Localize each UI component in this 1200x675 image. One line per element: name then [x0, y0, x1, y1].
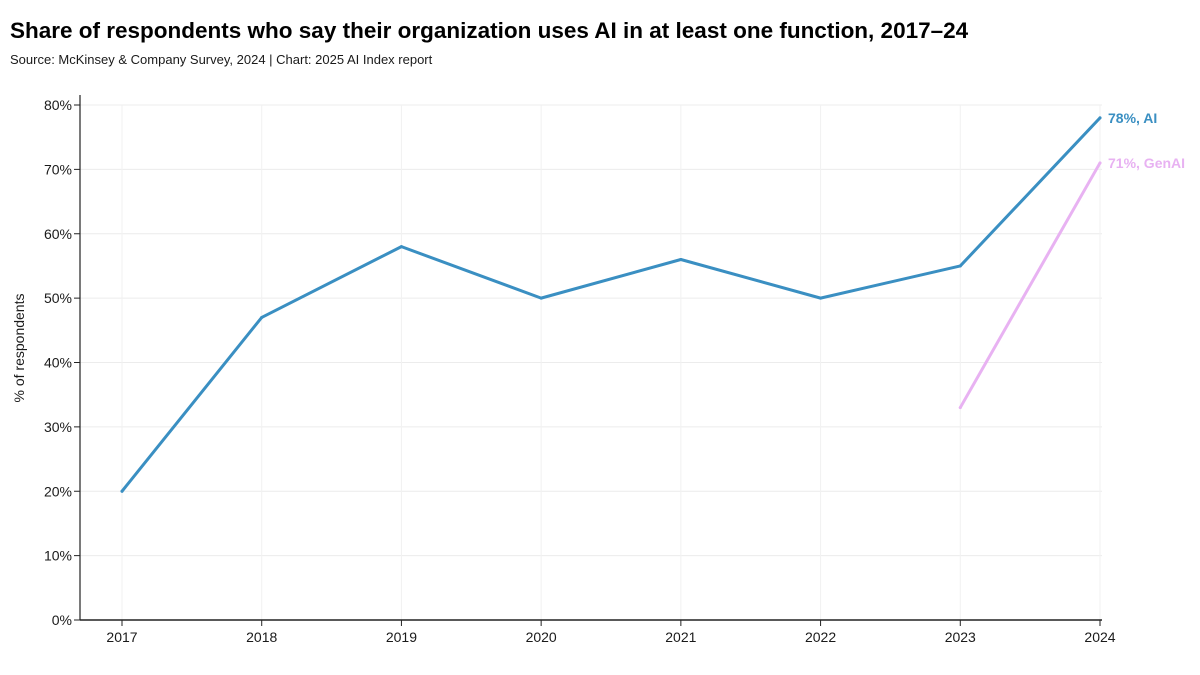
data-point-ai	[399, 245, 403, 249]
x-axis-ticks: 2017 2018 2019 2020 2021 2022 2023 2024	[106, 620, 1116, 645]
end-label-genai: 71%, GenAI	[1108, 155, 1185, 171]
gridlines	[80, 104, 1102, 620]
x-tick-label: 2024	[1084, 629, 1115, 645]
series-line-ai	[120, 116, 1102, 493]
y-tick-label: 20%	[44, 483, 72, 499]
y-tick-label: 30%	[44, 419, 72, 435]
y-tick-label: 70%	[44, 161, 72, 177]
data-point-ai	[819, 296, 823, 300]
series-line-genai	[958, 161, 1102, 410]
y-tick-label: 80%	[44, 97, 72, 113]
data-point-ai	[539, 296, 543, 300]
y-tick-label: 60%	[44, 226, 72, 242]
axes	[79, 95, 1102, 621]
data-point-genai	[1098, 161, 1102, 165]
data-point-ai	[679, 258, 683, 261]
y-tick-label: 50%	[44, 290, 72, 306]
y-axis-label: % of respondents	[11, 294, 27, 403]
data-point-genai	[958, 406, 962, 410]
y-tick-label: 0%	[52, 612, 72, 628]
x-tick-label: 2019	[386, 629, 417, 645]
x-tick-label: 2022	[805, 629, 836, 645]
y-tick-label: 40%	[44, 355, 72, 371]
x-tick-label: 2021	[665, 629, 696, 645]
x-tick-label: 2023	[945, 629, 976, 645]
x-tick-label: 2018	[246, 629, 277, 645]
y-axis-ticks: 0% 10% 20% 30% 40% 50% 60% 70% 80%	[44, 97, 80, 628]
x-tick-label: 2017	[106, 629, 137, 645]
y-tick-label: 10%	[44, 548, 72, 564]
data-point-ai	[958, 264, 962, 268]
data-point-ai	[260, 315, 264, 319]
data-point-ai	[1098, 116, 1102, 120]
data-point-ai	[120, 489, 124, 493]
x-tick-label: 2020	[526, 629, 557, 645]
chart-title: Share of respondents who say their organ…	[10, 18, 969, 43]
chart-subtitle: Source: McKinsey & Company Survey, 2024 …	[10, 52, 433, 67]
end-label-ai: 78%, AI	[1108, 110, 1157, 126]
series-group: 78%, AI 71%, GenAI	[120, 110, 1185, 493]
